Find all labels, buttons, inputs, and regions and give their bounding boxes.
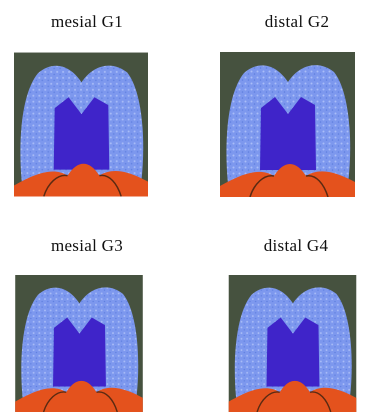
tooth-image xyxy=(14,52,148,197)
tooth-image xyxy=(225,275,360,412)
panel-label: mesial G1 xyxy=(7,12,167,32)
figure: mesial G1 distal G2 mesial G3 distal G4 … xyxy=(0,0,375,412)
panel-label: distal G2 xyxy=(217,12,375,32)
tooth-image xyxy=(10,275,148,412)
tooth-image xyxy=(220,52,355,197)
panel-label: distal G4 xyxy=(216,236,375,256)
panel-label: mesial G3 xyxy=(7,236,167,256)
